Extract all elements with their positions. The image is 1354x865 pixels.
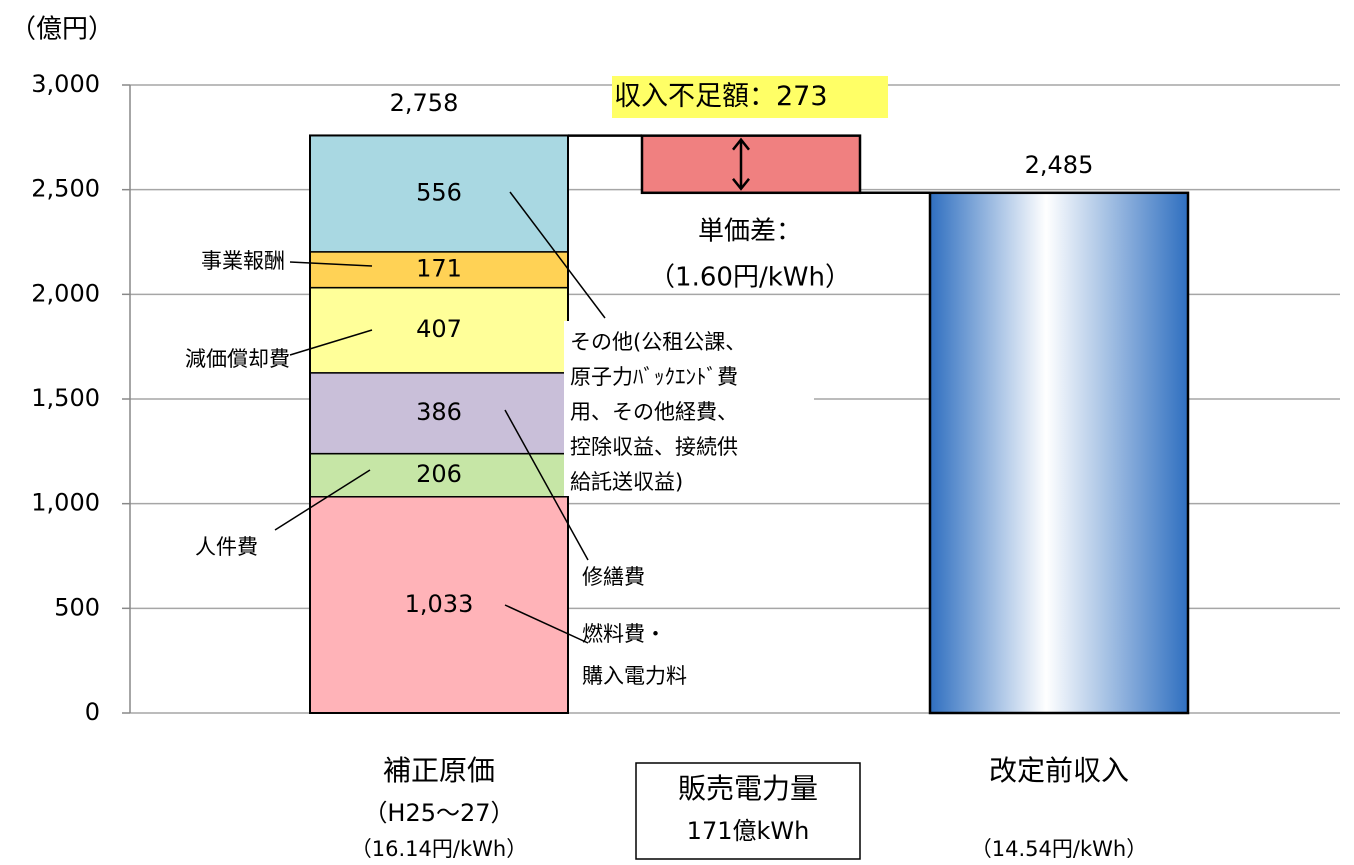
segment-name: 原子力ﾊﾞｯｸｴﾝﾄﾞ費	[570, 365, 738, 389]
segment-value-label: 556	[416, 179, 462, 207]
segment-name: 購入電力料	[582, 664, 687, 688]
shortfall-label-text: 収入不足額：	[614, 81, 776, 112]
leader-line	[274, 469, 371, 531]
x-category-label: 改定前収入	[989, 754, 1129, 787]
leader-line	[289, 329, 373, 356]
y-tick-label: 3,000	[31, 70, 100, 98]
leader-line	[504, 604, 589, 644]
y-tick-label: 1,000	[31, 489, 100, 517]
unit-price-diff: 単価差：	[698, 217, 802, 247]
sales-box	[635, 762, 861, 860]
segment-value-label: 386	[416, 398, 462, 426]
segment-name: 控除収益、接続供	[570, 435, 738, 459]
segment-value-label: 171	[416, 255, 462, 283]
sales-volume: 171億kWh	[687, 817, 810, 845]
y-tick-label: 2,500	[31, 175, 100, 203]
category-note: （16.14円/kWh）	[351, 837, 527, 861]
sales-volume: 販売電力量	[678, 772, 818, 805]
leader-line	[504, 409, 589, 561]
stack-segment	[309, 286, 569, 374]
y-tick-label: 1,500	[31, 384, 100, 412]
shortfall-bar	[640, 134, 862, 195]
segment-name: 給託送収益)	[570, 470, 683, 494]
x-category-label: 補正原価	[383, 754, 495, 787]
segment-value-label: 206	[416, 460, 462, 488]
segment-value-label: 1,033	[405, 590, 474, 618]
stack-segment	[309, 251, 569, 289]
y-tick-label: 500	[54, 593, 100, 621]
segment-name: 事業報酬	[201, 249, 285, 273]
bar-value-label: 2,485	[1025, 151, 1094, 179]
shortfall-value: 273	[776, 81, 828, 112]
category-note: （14.54円/kWh）	[971, 837, 1147, 861]
y-tick-label: 2,000	[31, 279, 100, 307]
shortfall-label: 収入不足額：273	[614, 81, 828, 112]
segment-name: 用、その他経費、	[570, 400, 738, 424]
segment-name: 減価償却費	[185, 347, 290, 371]
segment-value-label: 407	[416, 315, 462, 343]
category-note: （H25～27）	[363, 799, 514, 827]
segment-name: 燃料費・	[582, 622, 666, 646]
segment-name: その他(公租公課、	[570, 330, 746, 354]
stack-segment	[309, 134, 569, 253]
y-tick-label: 0	[85, 698, 100, 726]
leader-line	[289, 261, 373, 267]
unit-label: （億円）	[10, 15, 114, 45]
annotation-bg	[564, 321, 814, 496]
highlight	[612, 76, 888, 118]
stack-segment	[309, 372, 569, 455]
total-label: 2,758	[390, 89, 459, 117]
segment-name: 人件費	[195, 535, 258, 559]
unit-price-diff: （1.60円/kWh）	[649, 263, 851, 293]
stack-segment	[309, 496, 569, 714]
bar	[929, 192, 1189, 714]
segment-name: 修繕費	[582, 565, 645, 589]
arrow-head	[732, 137, 750, 191]
bar-outline	[928, 191, 1190, 715]
leader-line	[509, 191, 606, 319]
